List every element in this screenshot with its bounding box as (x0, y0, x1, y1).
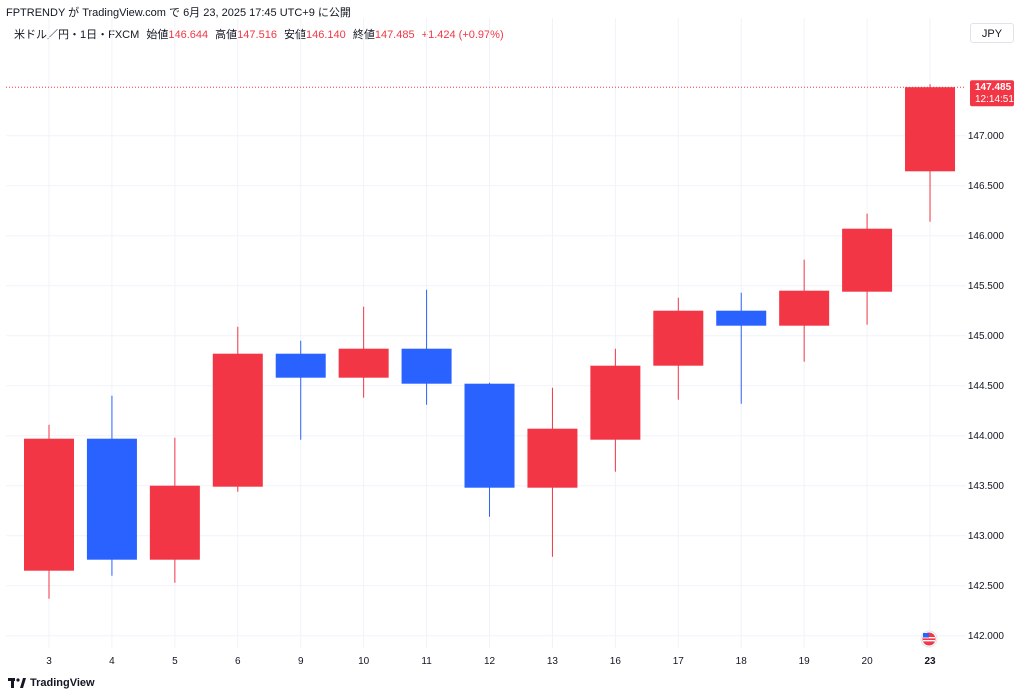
candle-body (212, 353, 263, 487)
candle-body (842, 228, 893, 292)
last-price-tag: 147.485 12:14:51 (970, 80, 1014, 107)
y-tick-label: 145.000 (968, 331, 1005, 342)
time-axis[interactable]: 3 4 5 6 9 10 11 12 13 16 17 18 19 20 23 (46, 656, 936, 667)
y-tick-label: 144.500 (968, 381, 1005, 392)
y-tick-label: 143.500 (968, 481, 1005, 492)
y-tick-label: 144.000 (968, 431, 1005, 442)
candle-9 (275, 340, 326, 440)
tradingview-brand[interactable]: TradingView (8, 677, 95, 689)
bar-countdown: 12:14:51 (975, 94, 1014, 105)
candles (24, 84, 956, 599)
candle-19 (779, 259, 830, 362)
x-tick-label: 9 (298, 656, 304, 667)
candle-17 (653, 297, 704, 400)
candle-16 (590, 348, 641, 472)
candle-3 (24, 424, 74, 599)
candle-body (275, 353, 326, 378)
y-tick-label: 147.000 (968, 131, 1005, 142)
candle-body (527, 428, 578, 488)
x-tick-label: 10 (358, 656, 370, 667)
y-tick-label: 146.000 (968, 231, 1005, 242)
y-tick-label: 143.000 (968, 531, 1005, 542)
candle-body (401, 348, 452, 384)
candle-5 (149, 437, 200, 583)
y-tick-label: 146.500 (968, 181, 1005, 192)
x-tick-label: 20 (862, 656, 874, 667)
x-tick-label: 5 (172, 656, 178, 667)
open-value: 146.644 (168, 29, 209, 41)
low-value: 146.140 (306, 29, 346, 41)
open-label: 始値 (146, 29, 169, 41)
candle-body (716, 310, 767, 326)
tradingview-brand-text: TradingView (30, 677, 95, 689)
x-tick-label: 11 (421, 656, 432, 667)
x-tick-label: 3 (46, 656, 52, 667)
candle-body (149, 485, 200, 560)
candle-23 (905, 84, 956, 222)
x-tick-label: 16 (610, 656, 622, 667)
y-tick-label: 142.500 (968, 581, 1005, 592)
price-axis[interactable]: 147.000 146.500 146.000 145.500 145.000 144.5… (968, 131, 1005, 642)
y-tick-label: 145.500 (968, 281, 1005, 292)
candle-body (464, 383, 515, 488)
x-tick-label: 6 (235, 656, 241, 667)
candle-body (338, 348, 389, 378)
x-tick-label: 4 (109, 656, 115, 667)
tradingview-logo-icon (8, 678, 26, 688)
currency-badge[interactable]: JPY (970, 23, 1014, 43)
candle-18 (716, 292, 767, 404)
y-tick-label: 142.000 (968, 631, 1005, 642)
x-tick-label: 17 (673, 656, 685, 667)
candle-10 (338, 306, 389, 398)
candle-body (590, 365, 641, 440)
candle-body (24, 438, 74, 571)
high-value: 147.516 (237, 29, 277, 41)
candle-body (653, 310, 704, 366)
change-value: +1.424 (+0.97%) (421, 29, 504, 41)
high-label: 高値 (215, 29, 238, 41)
candle-4 (86, 395, 137, 576)
x-tick-label: 12 (484, 656, 496, 667)
x-tick-label: 18 (736, 656, 748, 667)
close-value: 147.485 (374, 29, 415, 41)
candle-6 (212, 326, 263, 492)
x-tick-label: 23 (924, 656, 936, 667)
symbol-name[interactable]: 米ドル／円・1日・FXCM (14, 29, 140, 41)
candle-body (779, 290, 830, 326)
candle-body (86, 438, 137, 560)
last-price-value: 147.485 (975, 82, 1012, 93)
publish-header: FPTRENDY が TradingView.com で 6月 23, 2025… (6, 7, 351, 19)
x-tick-label: 13 (547, 656, 559, 667)
candle-20 (842, 213, 893, 325)
us-flag-icon[interactable] (920, 630, 938, 648)
candle-11 (401, 289, 452, 405)
candle-body (905, 87, 956, 172)
candle-12 (464, 382, 515, 517)
x-tick-label: 19 (799, 656, 811, 667)
candle-13 (527, 387, 578, 557)
